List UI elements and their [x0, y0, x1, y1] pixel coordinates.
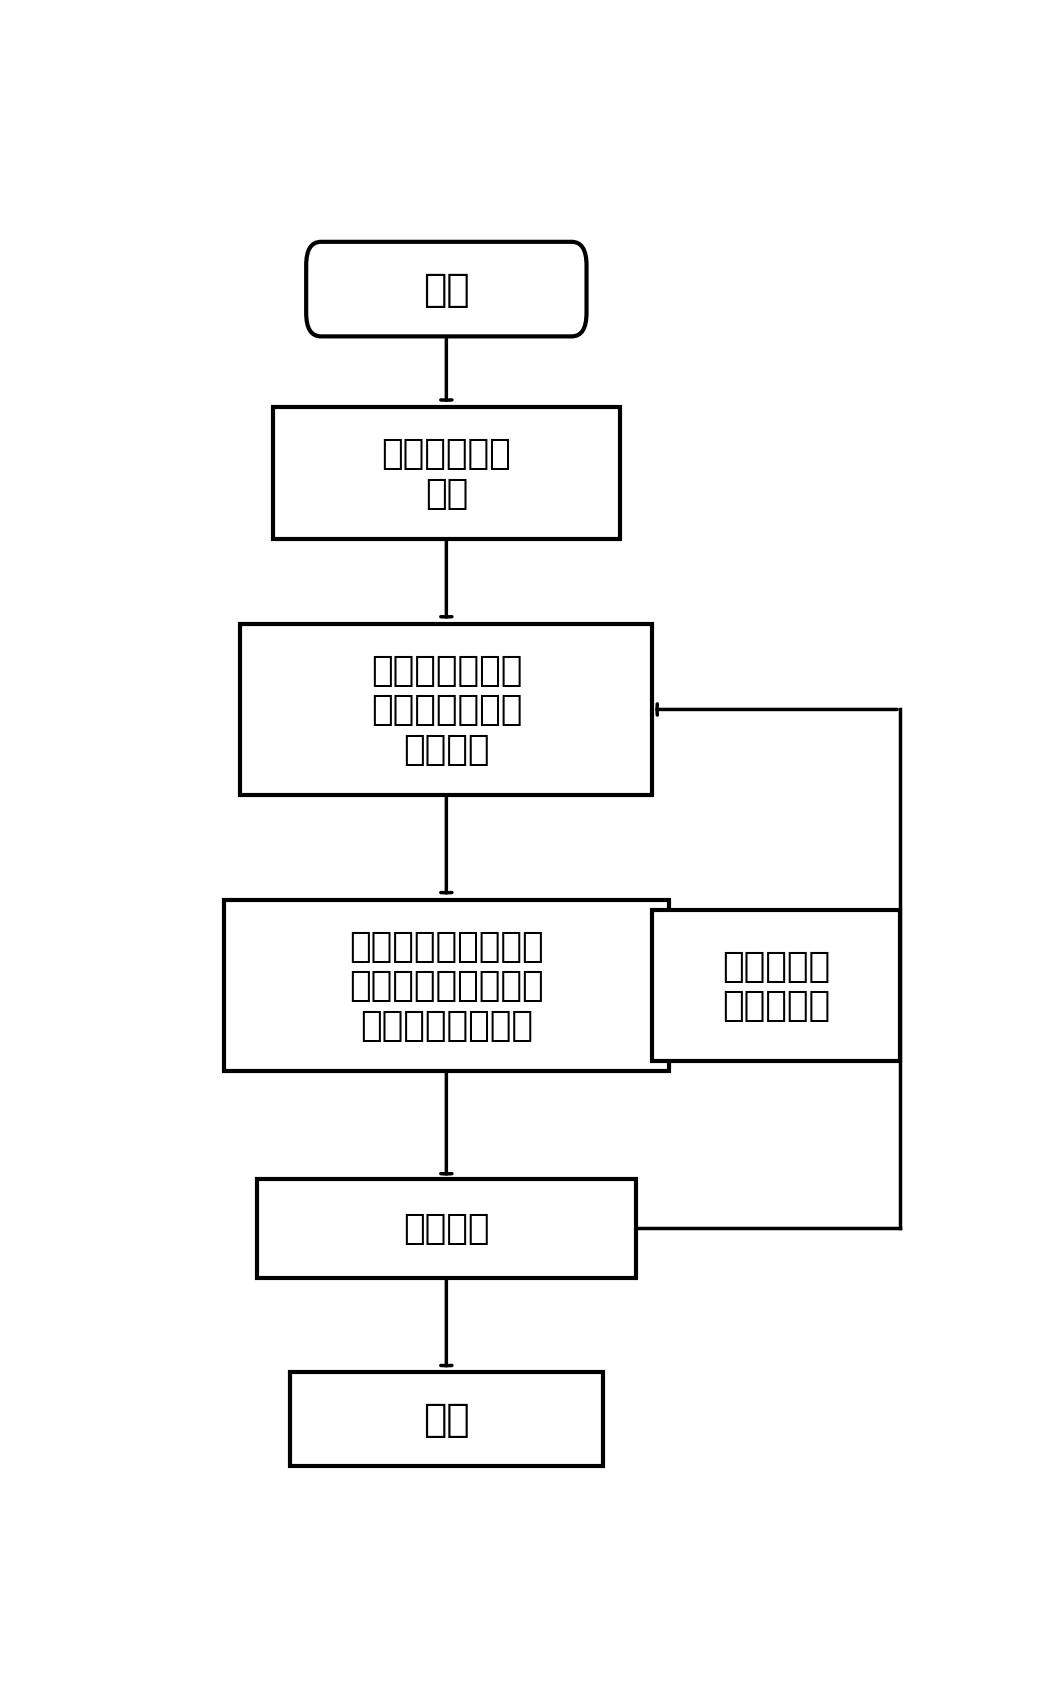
Text: 粗略测得初始
温度: 粗略测得初始 温度 [382, 436, 511, 510]
Text: 监测温度: 监测温度 [403, 1212, 489, 1246]
FancyBboxPatch shape [256, 1180, 636, 1277]
Text: 当温度发生
较大变化时: 当温度发生 较大变化时 [722, 950, 830, 1023]
Text: 根据相位调节器及测
得的光平均频率计算
出此时的精确温度: 根据相位调节器及测 得的光平均频率计算 出此时的精确温度 [349, 929, 544, 1042]
FancyBboxPatch shape [289, 1373, 603, 1466]
FancyBboxPatch shape [273, 407, 619, 539]
Text: 根据初始温度将
相位调节器调至
对应位置: 根据初始温度将 相位调节器调至 对应位置 [370, 653, 522, 767]
FancyBboxPatch shape [223, 900, 669, 1071]
FancyBboxPatch shape [240, 624, 652, 795]
FancyBboxPatch shape [306, 242, 586, 338]
Text: 开始: 开始 [423, 271, 469, 309]
FancyBboxPatch shape [652, 910, 900, 1061]
Text: 结束: 结束 [423, 1400, 469, 1437]
